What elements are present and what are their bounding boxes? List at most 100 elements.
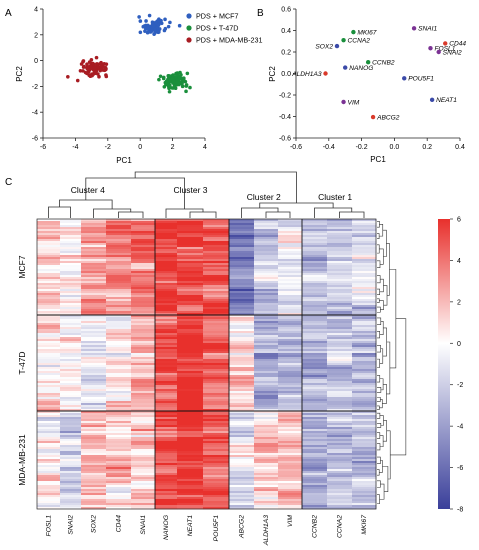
heatmap-cell	[229, 437, 255, 440]
heatmap-cell	[254, 271, 279, 274]
heatmap-cell	[81, 349, 107, 352]
heatmap-cell	[327, 391, 353, 394]
heatmap-cell	[155, 349, 178, 352]
heatmap-cell	[352, 433, 377, 436]
heatmap-cell	[177, 493, 204, 496]
heatmap-cell	[327, 433, 353, 436]
heatmap-cell	[302, 299, 328, 302]
heatmap-cell	[254, 247, 279, 250]
heatmap-cell	[229, 467, 255, 470]
heatmap-cell	[352, 461, 377, 464]
heatmap-cell	[177, 377, 204, 380]
heatmap-cell	[229, 401, 255, 404]
heatmap-cell	[81, 303, 107, 306]
heatmap-cell	[254, 325, 279, 328]
heatmap-cell	[302, 347, 328, 350]
heatmap-cell	[60, 331, 82, 334]
gene-point-label: MKI67	[357, 29, 376, 36]
heatmap-cell	[37, 277, 61, 280]
gene-point	[402, 76, 407, 81]
heatmap-cell	[131, 309, 156, 312]
heatmap-cell	[229, 303, 255, 306]
heatmap-cell	[106, 315, 132, 318]
heatmap-cell	[254, 481, 279, 484]
heatmap-cell	[302, 399, 328, 402]
heatmap-cell	[37, 369, 61, 372]
heatmap-cell	[229, 341, 255, 344]
heatmap-cell	[302, 331, 328, 334]
heatmap-cell	[352, 255, 377, 258]
heatmap-cell	[302, 393, 328, 396]
heatmap-cell	[302, 377, 328, 380]
heatmap-cell	[302, 485, 328, 488]
heatmap-cell	[278, 421, 303, 424]
heatmap-cell	[229, 415, 255, 418]
heatmap-cell	[155, 289, 178, 292]
heatmap-cell	[81, 301, 107, 304]
dendrogram-link	[383, 420, 387, 442]
heatmap-cell	[302, 291, 328, 294]
heatmap-cell	[37, 487, 61, 490]
heatmap-cell	[60, 465, 82, 468]
heatmap-cell	[203, 365, 230, 368]
heatmap-cell	[177, 347, 204, 350]
heatmap-cell	[203, 381, 230, 384]
colorbar-tick-label: 4	[457, 258, 461, 265]
heatmap-cell	[155, 457, 178, 460]
heatmap-cell	[302, 285, 328, 288]
heatmap-cell	[254, 435, 279, 438]
heatmap-cell	[60, 473, 82, 476]
heatmap-cell	[278, 491, 303, 494]
heatmap-cell	[37, 275, 61, 278]
heatmap-cell	[177, 221, 204, 224]
heatmap-cell	[81, 453, 107, 456]
heatmap-cell	[60, 317, 82, 320]
heatmap-cell	[131, 495, 156, 498]
heatmap-cell	[155, 425, 178, 428]
heatmap-cell	[155, 471, 178, 474]
heatmap-cell	[278, 465, 303, 468]
dendrogram-link	[386, 341, 391, 395]
heatmap-cell	[60, 375, 82, 378]
heatmap-cell	[155, 451, 178, 454]
heatmap-cell	[278, 359, 303, 362]
heatmap-cell	[229, 417, 255, 420]
heatmap-cell	[302, 435, 328, 438]
heatmap-cell	[302, 277, 328, 280]
heatmap-cell	[177, 247, 204, 250]
x-tick-label: -0.2	[356, 144, 368, 151]
heatmap-cell	[131, 407, 156, 410]
heatmap-cell	[302, 297, 328, 300]
heatmap-cell	[278, 321, 303, 324]
heatmap-cell	[155, 343, 178, 346]
heatmap-cell	[327, 393, 353, 396]
heatmap-cell	[229, 349, 255, 352]
heatmap-cell	[177, 425, 204, 428]
heatmap-cell	[327, 381, 353, 384]
heatmap-cell	[155, 253, 178, 256]
heatmap-cell	[106, 431, 132, 434]
heatmap-cell	[106, 221, 132, 224]
heatmap-cell	[327, 401, 353, 404]
heatmap-cell	[81, 241, 107, 244]
heatmap-cell	[302, 463, 328, 466]
heatmap-cell	[177, 295, 204, 298]
heatmap-cell	[229, 309, 255, 312]
heatmap-cell	[60, 219, 82, 222]
heatmap-cell	[37, 287, 61, 290]
heatmap-cell	[229, 477, 255, 480]
heatmap-cell	[203, 393, 230, 396]
heatmap-cell	[278, 379, 303, 382]
y-tick-label: -0.2	[279, 93, 291, 100]
heatmap-cell	[229, 453, 255, 456]
heatmap-cell	[327, 499, 353, 502]
heatmap-cell	[278, 303, 303, 306]
heatmap-cell	[352, 507, 377, 510]
heatmap-cell	[177, 233, 204, 236]
heatmap-cell	[155, 481, 178, 484]
heatmap-cell	[131, 389, 156, 392]
heatmap-cell	[352, 261, 377, 264]
heatmap-cell	[60, 377, 82, 380]
heatmap-cell	[81, 221, 107, 224]
heatmap-cell	[81, 397, 107, 400]
